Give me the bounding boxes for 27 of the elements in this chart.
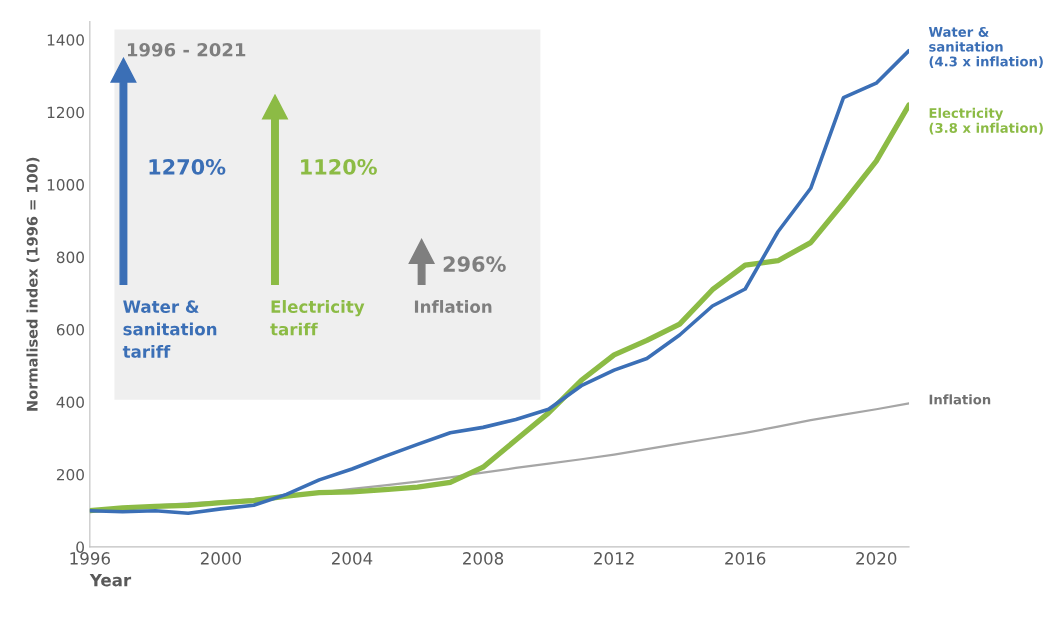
x-tick-label: 2012 (594, 552, 634, 565)
x-tick-label: 1996 (70, 552, 110, 565)
x-tick-label: 2004 (331, 552, 373, 565)
annotation: 296% (443, 256, 506, 272)
y-tick-label: 400 (56, 396, 84, 409)
annotation: Inflation (414, 300, 492, 313)
annotation: 1120% (301, 159, 377, 175)
y-tick-label: 0 (76, 541, 84, 553)
y-tick-label: 1000 (47, 179, 84, 191)
annotation: 1270% (149, 159, 226, 175)
y-tick-label: 1200 (47, 106, 84, 119)
y-axis-title: Normalised index (1996 = 100) (26, 157, 40, 411)
annotation: Electricity tariff (270, 300, 365, 336)
y-tick-label: 800 (56, 251, 84, 264)
series-label: Inflation (929, 394, 991, 405)
annotation: 1996 - 2021 (127, 42, 246, 57)
series-label: Water & sanitation (4.3 x inflation) (928, 26, 1043, 68)
y-tick-label: 1400 (47, 34, 84, 46)
series-label: Electricity (3.8 x inflation) (929, 107, 1043, 135)
x-tick-label: 2000 (200, 552, 242, 565)
x-tick-label: 2020 (856, 552, 897, 565)
x-tick-label: 2008 (463, 552, 504, 565)
x-tick-label: 2016 (725, 552, 766, 565)
x-axis-title: Year (89, 573, 132, 587)
y-tick-label: 600 (56, 324, 84, 336)
annotation: Water & sanitation tariff (122, 300, 217, 358)
y-tick-label: 200 (56, 468, 84, 481)
